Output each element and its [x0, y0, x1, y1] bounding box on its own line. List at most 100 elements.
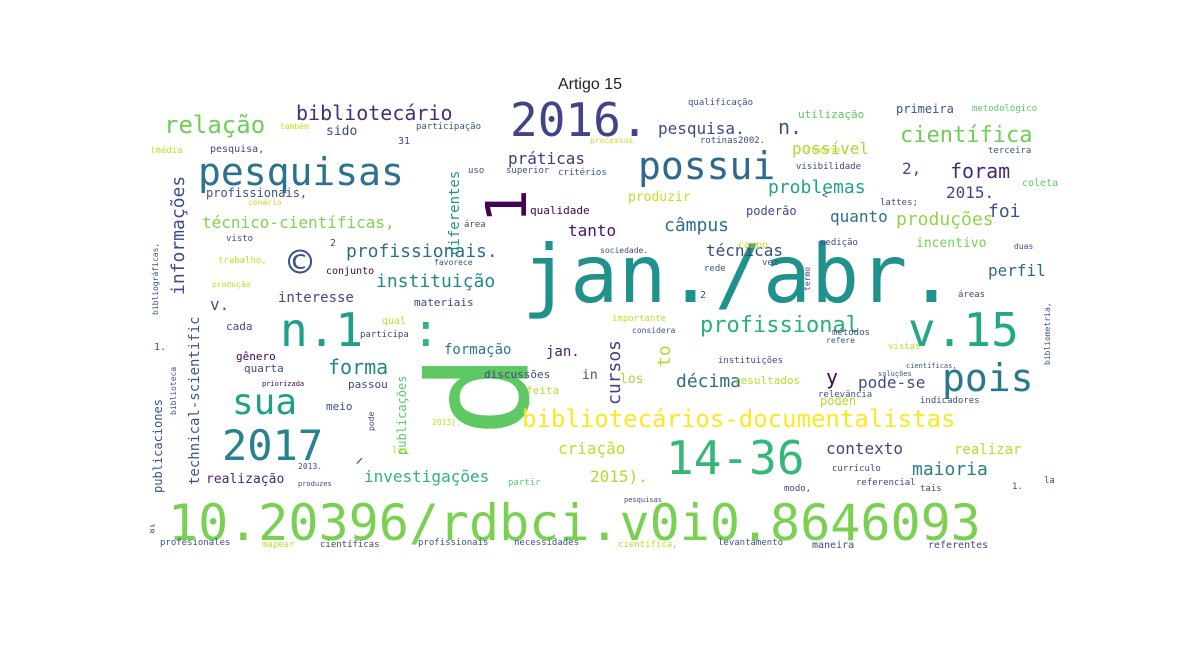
word: formação: [444, 342, 512, 358]
word: tais: [920, 484, 942, 494]
word: forma: [328, 355, 389, 379]
word: uso: [468, 166, 485, 176]
word: práticas: [508, 149, 586, 168]
word: to: [654, 345, 675, 367]
word: necessidades: [514, 538, 580, 548]
word: 2: [700, 290, 707, 301]
word: produção: [212, 280, 251, 289]
chart-title: Artigo 15: [557, 76, 623, 93]
word: relevância: [818, 390, 873, 400]
word: currículo: [832, 464, 881, 474]
word: la: [1044, 476, 1055, 486]
word: ©: [288, 240, 313, 286]
word: rotinas: [700, 136, 738, 146]
word: foram: [950, 159, 1011, 183]
word: levantamento: [718, 538, 784, 548]
word-cloud: 10.20396/rdbci.v0i0.8646093 jan./abr. p …: [150, 95, 1060, 560]
word: biblioteca: [169, 366, 178, 415]
word: technical-scientific: [187, 316, 203, 485]
word: priorizada: [262, 380, 305, 388]
word: 1.: [1012, 482, 1023, 492]
word: relação: [164, 111, 266, 139]
word: 10.20396/rdbci.v0i0.8646093: [168, 494, 981, 552]
word: jan./abr.: [522, 228, 956, 321]
word: passou: [348, 378, 388, 391]
word: bibliometria,: [1043, 302, 1052, 365]
word: feita: [526, 384, 560, 397]
word: cenário: [248, 198, 282, 207]
word: lattes;: [880, 198, 918, 208]
word: referentes: [928, 540, 989, 551]
word: 1: [475, 189, 540, 223]
word: 2017: [222, 421, 324, 470]
word: visibilidade: [796, 162, 862, 172]
word: los: [620, 372, 644, 387]
word: 2.: [940, 514, 950, 523]
word: superior: [506, 166, 550, 176]
word: refere: [826, 336, 855, 345]
word: quarta: [244, 362, 284, 375]
word: qualidade: [530, 204, 590, 217]
word: pesquisas: [198, 150, 404, 194]
word: n.: [778, 115, 803, 139]
word: processos: [590, 136, 634, 145]
word: referencial: [856, 478, 916, 488]
word: critérios: [558, 168, 607, 178]
word: investigações: [364, 467, 490, 486]
word: bibliotecário: [296, 101, 453, 125]
word: publicaciones: [151, 399, 165, 493]
word: 2013.: [298, 462, 323, 471]
word: possui: [638, 144, 776, 188]
word: in: [582, 368, 598, 383]
word: termo: [803, 266, 812, 291]
word: 2,: [902, 159, 922, 178]
word: pois: [942, 356, 1034, 400]
word: 18: [150, 523, 155, 534]
word: criação: [558, 439, 626, 458]
word: 31: [398, 136, 411, 147]
word: trabalho,: [218, 256, 267, 266]
word: profissionais.: [346, 241, 498, 262]
word: 2015).: [590, 467, 648, 486]
word: 2002.: [738, 136, 766, 146]
word: vistas: [888, 342, 921, 352]
word: perfil: [988, 261, 1046, 280]
word: bibliográficas,: [151, 242, 160, 315]
word: poden: [820, 394, 857, 408]
word: 𝄍: [356, 454, 363, 470]
word: foi: [988, 201, 1021, 222]
word: realização: [206, 472, 285, 487]
word: maneira: [812, 540, 855, 551]
word: produções: [896, 209, 994, 230]
word: campo: [738, 240, 769, 251]
word: realizar: [954, 442, 1022, 458]
word: sociedade.: [600, 246, 649, 255]
word: contexto: [826, 439, 904, 458]
word: diferentes: [447, 170, 463, 255]
word: conjunto: [326, 266, 375, 277]
word: considera: [632, 326, 676, 335]
word: 2015.: [946, 183, 995, 202]
word: materiais: [414, 296, 474, 309]
word: terceira: [988, 146, 1032, 156]
word: meio: [326, 400, 353, 413]
word: área: [464, 220, 486, 230]
word: 2016.: [510, 95, 649, 147]
word: discussões: [484, 368, 551, 381]
word: científicas,: [906, 362, 957, 370]
word: importante: [612, 314, 667, 324]
word: las: [392, 446, 409, 456]
word: interesse: [278, 290, 354, 306]
word: <: [822, 190, 829, 201]
word: 2013).: [432, 418, 461, 427]
word: duas: [1014, 242, 1034, 251]
word: técnico-científicas,: [202, 213, 395, 232]
word: sua: [232, 382, 298, 423]
word: n.1: [280, 303, 364, 357]
word: favorece: [434, 258, 473, 267]
word: metodológico: [972, 104, 1038, 114]
word: coleta: [1022, 178, 1059, 189]
word: profissionais,: [206, 186, 308, 200]
word: participa: [360, 330, 409, 340]
word: categoria: [802, 146, 840, 154]
